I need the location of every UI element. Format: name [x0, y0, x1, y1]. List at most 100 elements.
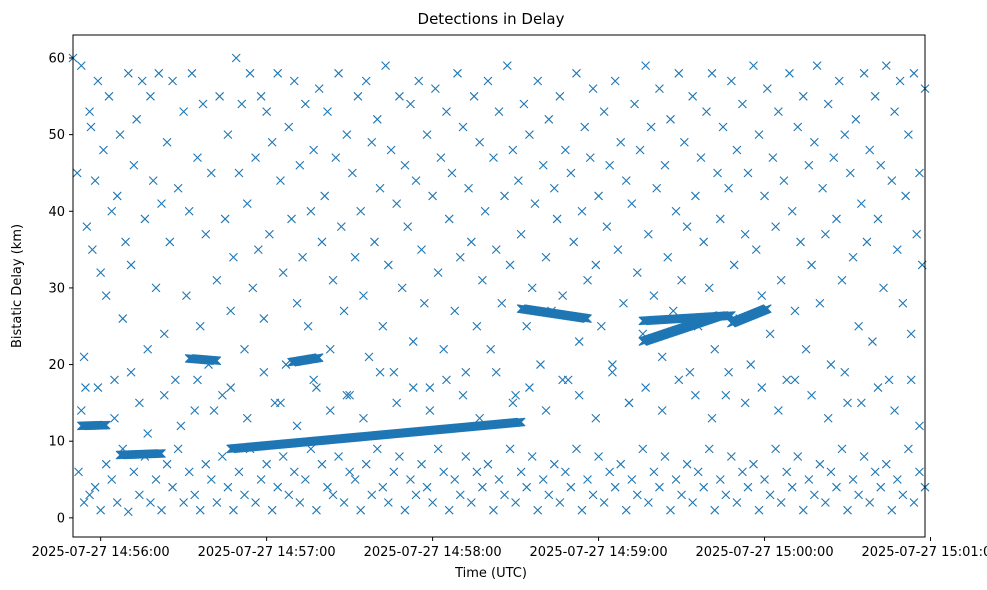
detection-point: [444, 214, 454, 224]
detection-point: [561, 145, 570, 155]
detection-point: [566, 168, 576, 178]
detection-point: [312, 505, 321, 515]
detection-point: [356, 505, 366, 515]
detection-point: [489, 505, 498, 515]
detection-point: [442, 375, 451, 385]
detection-point: [226, 306, 236, 316]
detection-point: [325, 344, 335, 354]
detection-point: [500, 191, 509, 201]
x-tick-label: 2025-07-27 14:56:00: [32, 545, 170, 560]
detection-point: [594, 191, 603, 201]
detection-point: [558, 291, 568, 300]
detection-point: [328, 275, 338, 285]
detection-point: [549, 459, 559, 469]
detection-point: [475, 137, 485, 147]
detection-point: [704, 283, 714, 293]
detection-point: [762, 304, 772, 313]
detection-point: [608, 360, 617, 369]
detection-point: [173, 444, 183, 454]
detection-point: [110, 375, 119, 385]
detection-point: [726, 76, 736, 86]
detection-point: [245, 444, 255, 454]
detection-point: [580, 122, 590, 132]
detection-point: [461, 367, 471, 377]
detection-point: [655, 482, 664, 492]
detection-point: [491, 245, 501, 254]
detection-point: [740, 398, 750, 408]
detection-point: [444, 505, 454, 515]
detection-point: [757, 291, 767, 300]
detection-point: [657, 352, 667, 362]
y-tick-label: 40: [48, 205, 65, 220]
detection-point: [660, 160, 670, 170]
detection-point: [809, 490, 819, 500]
detection-point: [204, 360, 213, 369]
detection-point: [765, 329, 775, 339]
detection-point: [361, 76, 371, 86]
y-axis-ticks: 0 10 20 30 40 50 60: [48, 51, 73, 526]
detection-point: [251, 153, 260, 163]
y-tick-label: 50: [48, 128, 65, 143]
detection-point: [848, 475, 858, 484]
detection-point: [101, 291, 111, 300]
detection-point: [671, 206, 681, 216]
detection-point: [577, 206, 587, 216]
detection-point: [577, 505, 587, 515]
detection-point: [242, 199, 252, 208]
detection-point: [605, 467, 615, 477]
y-axis-label: Bistatic Delay (km): [10, 224, 25, 348]
detection-point: [403, 222, 413, 231]
detection-point: [417, 459, 426, 469]
detection-point: [126, 367, 136, 377]
detection-point: [195, 505, 205, 515]
detection-point: [112, 498, 122, 507]
detection-point: [143, 429, 153, 438]
detection-point: [674, 375, 684, 385]
detection-point: [378, 321, 388, 331]
detection-point: [837, 275, 847, 285]
detection-point: [574, 390, 584, 400]
detection-point: [818, 183, 828, 193]
detection-point: [671, 475, 681, 484]
detection-point: [760, 475, 769, 484]
detection-point: [801, 344, 811, 354]
detection-point: [685, 367, 695, 377]
detection-point: [856, 199, 866, 208]
detection-point: [621, 505, 631, 515]
detection-point: [93, 383, 103, 392]
detection-point: [901, 191, 911, 201]
detection-point: [148, 176, 158, 186]
detection-point: [572, 444, 581, 454]
detection-point: [226, 383, 236, 392]
detection-point: [334, 452, 343, 461]
detection-point: [798, 505, 808, 515]
detection-point: [317, 459, 327, 469]
detection-point: [170, 375, 180, 385]
detection-point: [217, 452, 227, 461]
detection-point: [508, 398, 518, 408]
detection-point: [494, 475, 504, 484]
detection-point: [729, 260, 739, 270]
detection-point: [433, 444, 443, 454]
detection-point: [367, 490, 377, 500]
detection-point: [259, 314, 269, 323]
detection-point: [86, 122, 96, 132]
detection-point: [787, 206, 797, 216]
detection-point: [845, 168, 855, 178]
detection-point: [281, 360, 291, 369]
detection-point: [743, 168, 753, 178]
detection-point: [289, 467, 299, 477]
detection-point: [837, 444, 847, 454]
detection-point: [162, 137, 172, 147]
x-tick-label: 2025-07-27 14:57:00: [198, 545, 336, 560]
detection-point: [724, 183, 733, 193]
detection-point: [483, 76, 493, 86]
detection-point: [339, 306, 349, 316]
detection-point: [707, 413, 717, 423]
detection-point: [536, 360, 545, 369]
detection-point: [879, 283, 888, 293]
detection-point: [505, 444, 515, 454]
detection-point: [425, 406, 435, 415]
detection-point: [870, 467, 880, 477]
detection-point: [79, 498, 89, 507]
